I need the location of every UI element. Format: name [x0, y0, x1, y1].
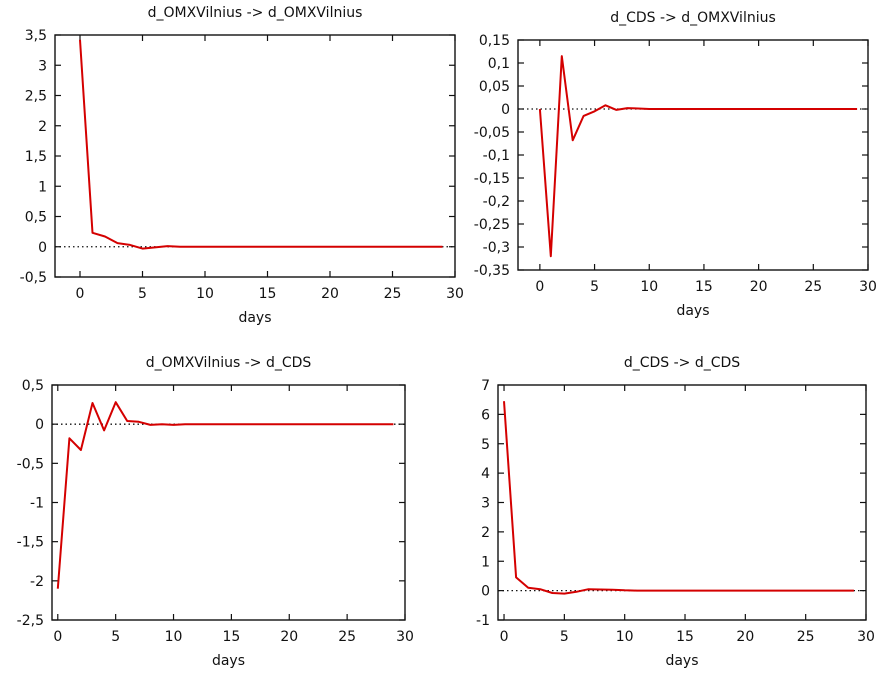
x-tick-label: 25 [797, 629, 815, 645]
x-tick-label: 25 [338, 629, 356, 645]
x-tick-label: 30 [857, 629, 875, 645]
y-tick-label: 0 [501, 102, 510, 118]
y-tick-label: -0,25 [474, 217, 510, 233]
plot-frame [497, 384, 867, 621]
y-tick-label: 0,5 [25, 210, 47, 226]
x-tick-label: 30 [396, 629, 414, 645]
chart-panel-omx-omx: d_OMXVilnius -> d_OMXVilnius 0 5 10 15 20 25 30… [0, 0, 464, 332]
x-tick-label: 20 [750, 279, 768, 295]
x-tick-label: 5 [560, 629, 569, 645]
x-tick-label: 15 [676, 629, 694, 645]
y-tick-label: 6 [481, 407, 490, 423]
x-axis-label: days [676, 303, 709, 319]
chart-cds-omx: d_CDS -> d_OMXVilnius 0 5 10 15 20 25 30 -0,35 -0… [474, 10, 877, 319]
impulse-response-line [503, 401, 854, 595]
x-tick-label: 20 [280, 629, 298, 645]
y-tick-label: 0 [481, 584, 490, 600]
x-tick-label: 0 [53, 629, 62, 645]
y-tick-label: 0,1 [488, 56, 510, 72]
y-tick-label: 2 [38, 119, 47, 135]
y-tick-label: 0,15 [479, 33, 510, 49]
y-tick-label: 2 [481, 525, 490, 541]
y-tick-label: 0,05 [479, 79, 510, 95]
y-tick-label: -2 [30, 574, 44, 590]
x-axis-label: days [665, 653, 698, 669]
x-tick-label: 25 [384, 286, 402, 302]
x-axis-label: days [212, 653, 245, 669]
chart-panel-cds-omx: d_CDS -> d_OMXVilnius 0 5 10 15 20 25 30 -0,35 -0… [0, 0, 890, 332]
y-tick-label: -0,3 [483, 240, 510, 256]
y-tick-label: 1 [481, 554, 490, 570]
x-tick-label: 5 [138, 286, 147, 302]
y-tick-label: 0 [38, 240, 47, 256]
x-tick-label: 10 [640, 279, 658, 295]
impulse-response-line [538, 55, 858, 258]
x-tick-label: 15 [695, 279, 713, 295]
x-tick-label: 0 [500, 629, 509, 645]
x-tick-label: 5 [590, 279, 599, 295]
y-tick-label: -0,2 [483, 194, 510, 210]
x-tick-label: 20 [736, 629, 754, 645]
y-tick-label: -1 [30, 496, 44, 512]
x-tick-label: 30 [446, 286, 464, 302]
y-tick-label: 2,5 [25, 89, 47, 105]
chart-title: d_OMXVilnius -> d_CDS [146, 355, 312, 371]
y-tick-label: 3 [481, 496, 490, 512]
y-tick-label: 3 [38, 58, 47, 74]
x-tick-label: 15 [259, 286, 277, 302]
x-tick-label: 20 [321, 286, 339, 302]
y-tick-label: -1,5 [17, 535, 44, 551]
x-tick-label: 10 [196, 286, 214, 302]
y-tick-label: -0,5 [17, 456, 44, 472]
y-tick-label: 3,5 [25, 28, 47, 44]
x-tick-label: 10 [616, 629, 634, 645]
y-tick-label: 5 [481, 437, 490, 453]
y-tick-label: 1 [38, 179, 47, 195]
chart-title: d_OMXVilnius -> d_OMXVilnius [148, 5, 363, 21]
x-axis-label: days [238, 310, 271, 326]
y-tick-label: 1,5 [25, 149, 47, 165]
x-tick-label: 10 [165, 629, 183, 645]
y-tick-label: 4 [481, 466, 490, 482]
chart-title: d_CDS -> d_OMXVilnius [610, 10, 776, 26]
x-tick-label: 15 [222, 629, 240, 645]
y-tick-label: -2,5 [17, 613, 44, 629]
chart-panel-omx-cds: d_OMXVilnius -> d_CDS 0 5 10 15 20 25 30 -2,5 -2-… [0, 0, 440, 674]
impulse-response-line [56, 401, 394, 589]
y-tick-label: -1 [476, 613, 490, 629]
x-tick-label: 0 [76, 286, 85, 302]
x-tick-label: 30 [859, 279, 877, 295]
y-tick-label: 0 [35, 417, 44, 433]
chart-omx-cds: d_OMXVilnius -> d_CDS 0 5 10 15 20 25 30 -2,5 -2 -… [17, 355, 414, 669]
chart-title: d_CDS -> d_CDS [624, 355, 740, 371]
y-tick-label: -0,5 [20, 270, 47, 286]
impulse-response-line [79, 39, 443, 250]
y-tick-label: -0,1 [483, 148, 510, 164]
y-tick-label: -0,05 [474, 125, 510, 141]
x-tick-label: 25 [804, 279, 822, 295]
y-tick-label: -0,15 [474, 171, 510, 187]
x-tick-label: 5 [111, 629, 120, 645]
y-tick-label: 7 [481, 378, 490, 394]
y-tick-label: -0,35 [474, 263, 510, 279]
x-tick-label: 0 [535, 279, 544, 295]
y-tick-label: 0,5 [22, 378, 44, 394]
